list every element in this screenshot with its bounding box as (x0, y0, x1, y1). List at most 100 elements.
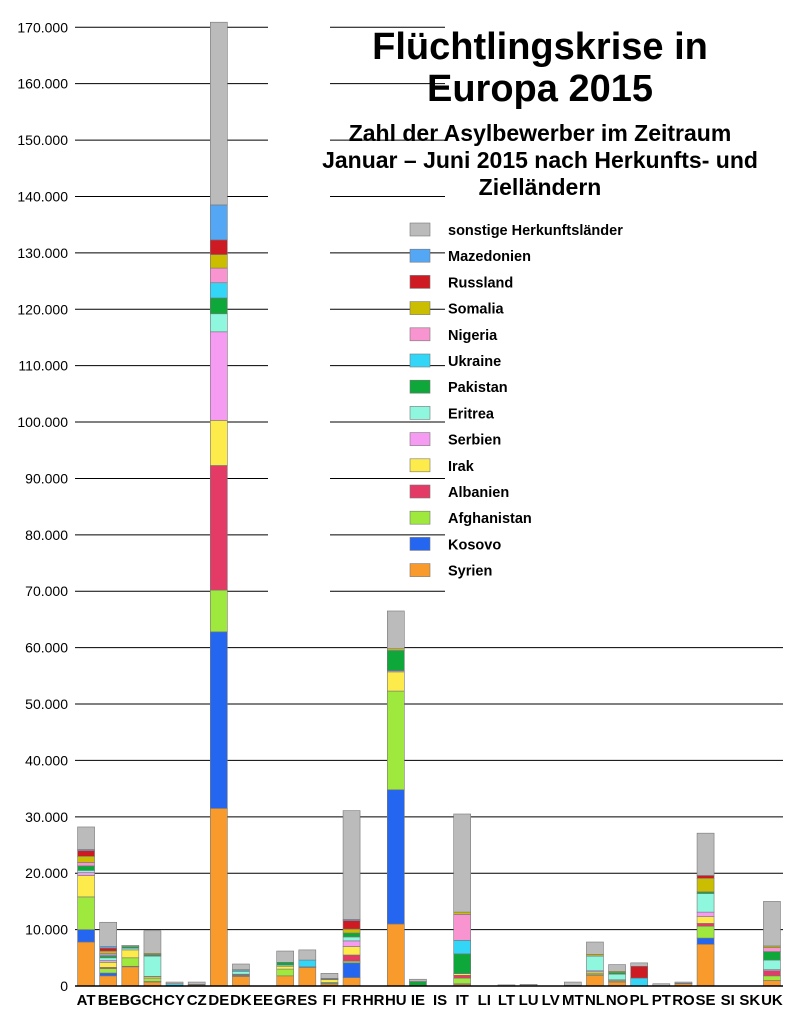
bar-segment (77, 862, 95, 867)
bar-segment (121, 945, 140, 947)
bar-segment (342, 936, 361, 942)
y-tick-label: 170.000 (17, 19, 68, 35)
bar-segment (99, 972, 117, 977)
bar-segment (696, 875, 715, 879)
y-tick-label: 160.000 (17, 76, 68, 92)
legend-swatch (409, 406, 431, 420)
bar-segment (99, 957, 117, 961)
x-tick-label: DK (230, 992, 252, 1009)
y-tick-label: 130.000 (17, 245, 68, 261)
bar-segment (387, 690, 405, 791)
x-tick-label: CZ (187, 992, 207, 1009)
bar-segment (630, 962, 648, 967)
bar-segment (630, 965, 648, 979)
x-tick-label: SI (721, 992, 735, 1009)
x-tick-label: SE (696, 992, 716, 1009)
legend-swatch (409, 537, 431, 551)
bar-segment (210, 331, 228, 421)
bar-segment (99, 975, 117, 987)
legend-swatch (409, 563, 431, 577)
y-tick-label: 60.000 (25, 640, 68, 656)
bar-segment (763, 975, 781, 981)
bar-segment (453, 813, 471, 913)
bar-segment (276, 965, 294, 970)
bar-segment (77, 875, 95, 898)
bar-segment (453, 974, 471, 979)
bar-segment (210, 21, 228, 206)
bar-segment (77, 855, 95, 863)
bars (77, 21, 781, 987)
bar-segment (165, 981, 184, 985)
chart-title: Flüchtlingskrise in Europa 2015 (372, 26, 708, 110)
bar-segment (232, 971, 250, 975)
bar-segment (99, 968, 117, 974)
bar-segment (276, 968, 294, 977)
x-tick-label: PL (630, 992, 649, 1009)
bar-segment (210, 808, 228, 987)
bar-segment (763, 959, 781, 970)
bar-segment (342, 940, 361, 947)
x-tick-label: HR (363, 992, 385, 1009)
x-tick-label: HU (385, 992, 407, 1009)
bar-segment (342, 810, 361, 920)
bar-segment (143, 930, 162, 954)
bar-segment (276, 962, 294, 966)
y-tick-label: 80.000 (25, 527, 68, 543)
legend-label: Albanien (448, 485, 509, 501)
bar-segment (77, 896, 95, 930)
y-tick-label: 50.000 (25, 696, 68, 712)
x-tick-label: GR (274, 992, 297, 1009)
legend-swatch (409, 353, 431, 368)
legend-swatch (409, 484, 431, 499)
bar-segment (342, 977, 361, 987)
bar-segment (342, 946, 361, 956)
bar-segment (608, 973, 626, 981)
bar-segment (77, 870, 95, 873)
x-tick-label: IT (456, 992, 469, 1009)
legend-label: Mazedonien (448, 249, 531, 265)
legend-swatch (409, 327, 431, 342)
legend-label: Pakistan (448, 380, 508, 396)
bar-segment (77, 929, 95, 943)
x-axis-tick-labels: AT BE BG CH CY CZ DE DK EE GR ES FI FR HR HU IE IS IT LI LT… (77, 992, 783, 1009)
legend-swatch (409, 248, 431, 263)
bar-segment (77, 872, 95, 876)
legend-label: Kosovo (448, 537, 501, 553)
bar-segment (276, 975, 294, 987)
bar-segment (453, 953, 471, 974)
bar-segment (298, 967, 317, 987)
bar-segment (696, 943, 715, 987)
legend-swatch (409, 510, 431, 525)
x-tick-label: UK (761, 992, 783, 1009)
x-tick-label: LT (498, 992, 515, 1009)
bar-segment (342, 928, 361, 934)
y-tick-label: 150.000 (17, 132, 68, 148)
legend-swatch (409, 222, 431, 237)
bar-segment (453, 977, 471, 985)
bar-segment (99, 921, 117, 947)
bar-segment (696, 911, 715, 917)
bar-segment (696, 916, 715, 924)
bar-segment (387, 671, 405, 692)
bar-segment (696, 832, 715, 876)
bar-segment (210, 465, 228, 591)
x-tick-label: PT (652, 992, 671, 1009)
bar-segment (210, 282, 228, 299)
y-tick-label: 40.000 (25, 752, 68, 768)
bar-segment (187, 981, 206, 985)
bar-segment (630, 977, 648, 987)
bar-segment (696, 937, 715, 945)
legend-swatch (409, 458, 431, 473)
bar-segment (210, 239, 228, 255)
y-tick-label: 100.000 (17, 414, 68, 430)
bar-segment (232, 976, 250, 987)
y-tick-label: 110.000 (18, 358, 68, 374)
x-tick-label: IE (411, 992, 425, 1009)
bar-segment (696, 877, 715, 893)
bar-segment (77, 850, 95, 857)
bar-segment (232, 963, 250, 970)
legend-label: Nigeria (448, 328, 498, 344)
legend: sonstige Herkunftsländer Mazedonien Russla… (409, 222, 623, 580)
y-tick-label: 0 (60, 978, 68, 994)
